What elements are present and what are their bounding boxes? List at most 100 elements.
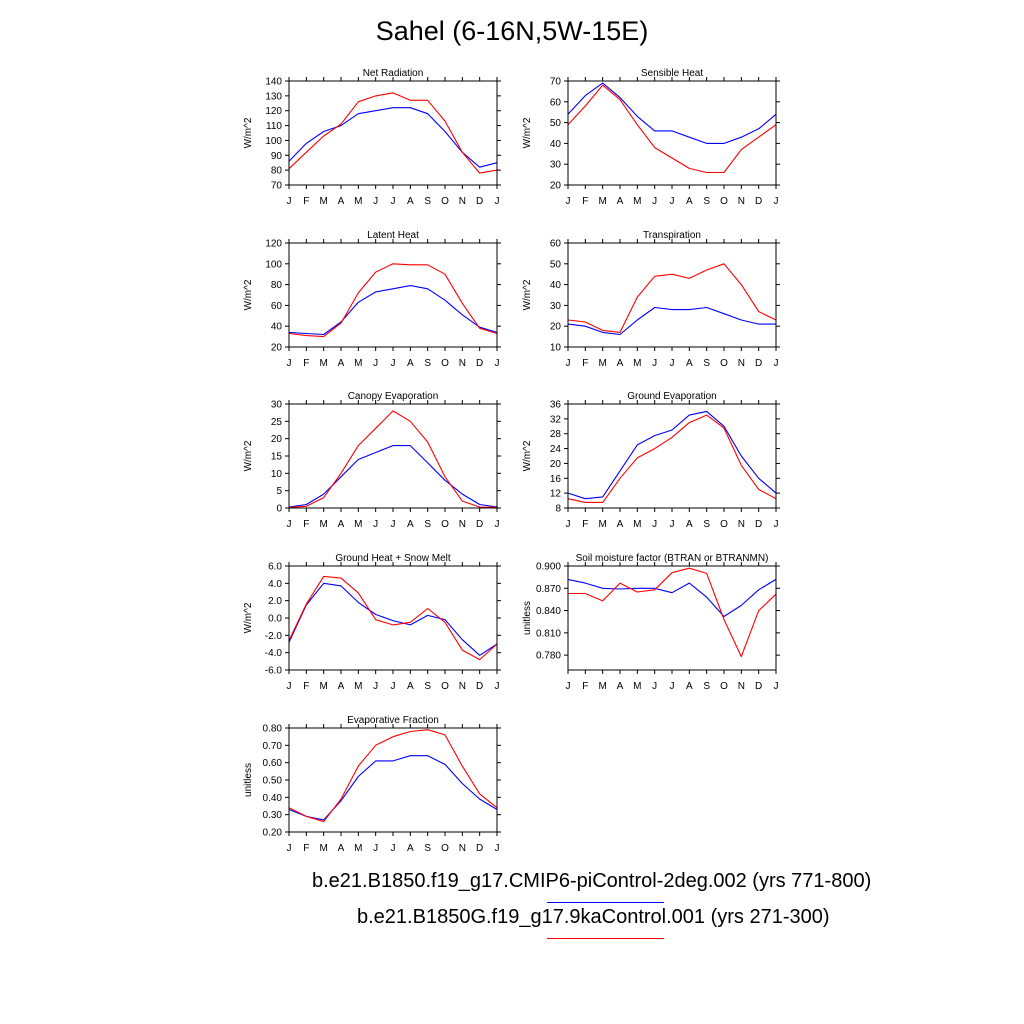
x-tick-label: N — [459, 358, 466, 369]
x-tick-label: J — [287, 519, 292, 530]
x-tick-label: S — [424, 196, 431, 207]
page-title: Sahel (6-16N,5W-15E) — [375, 16, 649, 46]
series-line-1 — [288, 755, 498, 821]
x-tick-label: A — [407, 519, 414, 530]
x-tick-label: A — [338, 843, 345, 854]
x-tick-label: J — [287, 358, 292, 369]
x-tick-label: F — [303, 519, 309, 530]
x-tick-label: A — [407, 681, 414, 692]
x-tick-label: J — [670, 519, 675, 530]
y-tick-label: -2.0 — [265, 631, 283, 642]
x-tick-label: A — [686, 519, 693, 530]
x-tick-label: O — [441, 196, 449, 207]
x-tick-label: S — [424, 843, 431, 854]
plot-frame — [288, 727, 498, 833]
series-line-2 — [288, 410, 498, 508]
y-tick-label: 28 — [550, 429, 562, 440]
x-tick-label: F — [303, 681, 309, 692]
series-line-1 — [567, 306, 776, 336]
x-tick-label: J — [373, 358, 378, 369]
series-line-1 — [567, 410, 777, 500]
y-tick-label: 100 — [265, 136, 282, 147]
x-tick-label: M — [319, 681, 327, 692]
x-tick-label: M — [598, 519, 606, 530]
y-tick-label: 110 — [266, 121, 282, 132]
y-tick-label: 30 — [550, 301, 562, 312]
x-tick-label: M — [598, 681, 606, 692]
x-tick-label: S — [703, 681, 710, 692]
x-tick-label: A — [407, 196, 414, 207]
x-tick-label: O — [720, 519, 728, 530]
chart-panel-1: Net Radiation W/m^2 70 80 90 100 110 120 130 140 J… — [243, 68, 501, 207]
x-tick-label: M — [598, 358, 606, 369]
chart-panel-7: Ground Heat + Snow Melt W/m^2 -6.0 -4.0 -2.0… — [243, 553, 501, 692]
x-tick-label: J — [495, 196, 500, 207]
series-line-1 — [288, 582, 498, 656]
x-tick-label: D — [755, 358, 762, 369]
x-tick-label: M — [319, 358, 327, 369]
y-tick-label: 16 — [550, 474, 562, 485]
x-tick-label: F — [582, 358, 588, 369]
x-tick-label: F — [582, 196, 588, 207]
x-tick-label: A — [617, 358, 624, 369]
y-tick-label: 0.780 — [536, 651, 561, 662]
x-tick-label: J — [566, 519, 571, 530]
x-tick-label: M — [319, 843, 327, 854]
plot-frame — [567, 403, 777, 509]
x-tick-label: A — [338, 196, 345, 207]
panel-title: Soil moisture factor (BTRAN or BTRANMN) — [576, 553, 769, 564]
x-tick-label: J — [774, 519, 779, 530]
y-tick-label: 40 — [550, 139, 562, 150]
x-tick-label: M — [633, 358, 641, 369]
series-line-2 — [288, 729, 498, 823]
x-tick-label: J — [373, 843, 378, 854]
y-tick-label: 140 — [265, 77, 282, 88]
x-tick-label: A — [686, 196, 693, 207]
x-tick-label: A — [686, 681, 693, 692]
x-tick-label: M — [633, 519, 641, 530]
legend-line-2 — [547, 938, 664, 939]
y-tick-label: 0.20 — [263, 828, 283, 839]
x-tick-label: J — [287, 196, 292, 207]
panel-title: Evaporative Fraction — [347, 715, 439, 726]
x-tick-label: J — [373, 681, 378, 692]
x-tick-label: M — [354, 196, 362, 207]
x-tick-label: A — [617, 196, 624, 207]
y-tick-label: 10 — [271, 469, 283, 480]
x-tick-label: D — [476, 358, 483, 369]
x-tick-label: J — [566, 196, 571, 207]
y-tick-label: 0.50 — [263, 776, 283, 787]
x-tick-label: O — [720, 358, 728, 369]
y-tick-label: 60 — [550, 97, 562, 108]
series-line-1 — [288, 445, 498, 508]
y-tick-label: 0.40 — [263, 793, 283, 804]
x-tick-label: S — [703, 358, 710, 369]
x-tick-label: A — [617, 681, 624, 692]
x-tick-label: O — [441, 519, 449, 530]
x-tick-label: D — [476, 196, 483, 207]
x-tick-label: N — [459, 519, 466, 530]
y-axis-label: W/m^2 — [522, 117, 533, 148]
x-tick-label: A — [407, 358, 414, 369]
x-tick-label: J — [670, 196, 675, 207]
chart-panel-9: Evaporative Fraction unitless 0.20 0.30 0.40… — [243, 715, 501, 854]
y-tick-label: 60 — [550, 239, 562, 250]
x-tick-label: F — [582, 519, 588, 530]
y-tick-label: 120 — [265, 106, 282, 117]
y-tick-label: 25 — [271, 417, 283, 428]
x-tick-label: O — [441, 358, 449, 369]
series-line-2 — [568, 567, 777, 658]
x-tick-label: A — [338, 358, 345, 369]
x-tick-label: J — [774, 681, 779, 692]
y-tick-label: 40 — [550, 280, 562, 291]
y-tick-label: 36 — [550, 400, 562, 411]
x-tick-label: F — [582, 681, 588, 692]
series-line-1 — [567, 82, 777, 144]
y-tick-label: 80 — [271, 280, 283, 291]
y-tick-label: 80 — [271, 166, 283, 177]
x-tick-label: O — [441, 681, 449, 692]
y-tick-label: 0.840 — [536, 606, 561, 617]
x-tick-label: S — [424, 681, 431, 692]
x-tick-label: J — [391, 196, 396, 207]
